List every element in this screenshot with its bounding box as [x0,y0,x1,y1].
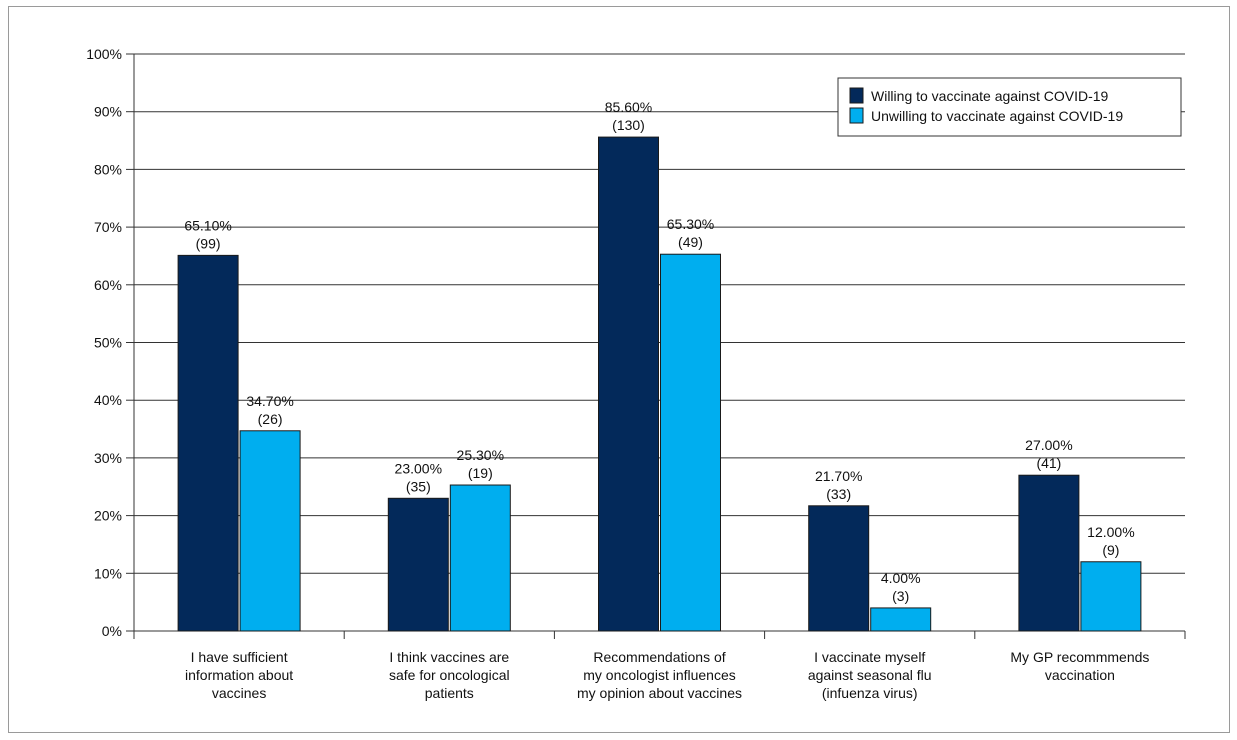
bar [1018,474,1080,632]
data-label-percent: 25.30% [457,447,504,463]
y-tick-label: 10% [94,565,122,581]
x-tick-label: against seasonal flu [808,667,932,683]
bar [870,607,932,632]
data-label-percent: 12.00% [1087,524,1134,540]
data-label-percent: 34.70% [246,393,293,409]
data-label-percent: 65.10% [184,217,231,233]
x-tick-label: my oncologist influences [583,667,736,683]
x-tick-label: I have sufficient [191,649,288,665]
bar [1080,561,1142,632]
y-tick-label: 80% [94,161,122,177]
x-tick-label: information about [185,667,293,683]
legend-box [837,77,1182,137]
x-tick-label: (infuenza virus) [822,685,918,701]
data-label-count: (3) [892,588,909,604]
data-label-percent: 21.70% [815,468,862,484]
chart-frame: 0% 10% 20% 30% 40% 50% 60% 70% 80% 90% 100% 65.10% (… [8,6,1230,733]
x-tick-label: I think vaccines are [389,649,509,665]
legend-label: Unwilling to vaccinate against COVID-19 [871,108,1123,124]
y-tick-label: 100% [86,46,122,62]
x-tick-label: vaccines [212,685,266,701]
y-tick-label: 0% [102,623,122,639]
x-tick-label: my opinion about vaccines [577,685,742,701]
legend-label: Willing to vaccinate against COVID-19 [871,88,1109,104]
data-label-count: (49) [678,234,703,250]
data-label-count: (26) [258,411,283,427]
data-label-percent: 65.30% [667,216,714,232]
legend-swatch [849,87,864,104]
bar-chart: 0% 10% 20% 30% 40% 50% 60% 70% 80% 90% 100% 65.10% (… [86,46,1186,701]
y-tick-label: 30% [94,450,122,466]
x-tick-label: patients [425,685,474,701]
bar [660,253,721,632]
data-label-count: (9) [1102,542,1119,558]
data-label-count: (41) [1036,455,1061,471]
x-tick-label: vaccination [1045,667,1115,683]
x-tick-label: safe for oncological [389,667,510,683]
data-label-count: (99) [196,235,221,251]
data-label-count: (130) [612,117,645,133]
y-tick-label: 50% [94,335,122,351]
bar [387,497,449,632]
y-tick-label: 90% [94,104,122,120]
y-tick-label: 70% [94,219,122,235]
y-tick-label: 40% [94,392,122,408]
data-label-percent: 85.60% [605,99,652,115]
data-label-percent: 27.00% [1025,437,1072,453]
bar [808,505,870,632]
bar [239,430,301,632]
bar [449,484,511,632]
data-label-percent: 23.00% [395,460,442,476]
data-label-count: (35) [406,478,431,494]
data-label-percent: 4.00% [881,570,921,586]
x-tick-label: Recommendations of [593,649,725,665]
x-tick-label: I vaccinate myself [814,649,925,665]
bar [598,136,659,632]
y-tick-label: 60% [94,277,122,293]
y-tick-label: 20% [94,508,122,524]
legend-swatch [849,107,864,124]
data-label-count: (19) [468,465,493,481]
bar [177,254,239,632]
data-label-count: (33) [826,486,851,502]
x-tick-label: My GP recommmends [1010,649,1149,665]
